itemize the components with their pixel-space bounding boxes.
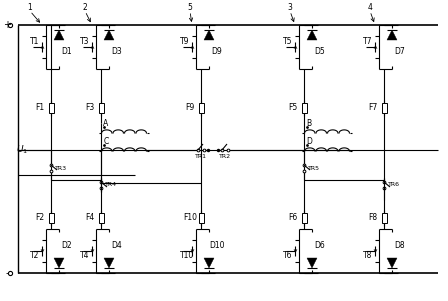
Text: D: D — [306, 136, 312, 145]
Text: A: A — [103, 119, 108, 128]
Text: T4: T4 — [80, 252, 90, 260]
Text: F7: F7 — [368, 104, 378, 113]
Text: TR4: TR4 — [105, 182, 117, 188]
Text: T9: T9 — [180, 38, 190, 46]
Text: T2: T2 — [30, 252, 39, 260]
Text: 5: 5 — [188, 4, 193, 13]
Text: +: + — [3, 20, 11, 30]
Text: D1: D1 — [62, 48, 72, 57]
Bar — [48, 213, 53, 223]
Text: D3: D3 — [112, 48, 122, 57]
Text: 4: 4 — [367, 4, 372, 13]
Text: D5: D5 — [314, 48, 325, 57]
Text: $U_1$: $U_1$ — [16, 144, 28, 156]
Bar — [198, 213, 203, 223]
Text: TR3: TR3 — [55, 166, 67, 170]
Text: T6: T6 — [283, 252, 293, 260]
Text: TR1: TR1 — [195, 154, 207, 160]
Text: -: - — [5, 268, 9, 278]
Text: D4: D4 — [112, 241, 122, 250]
Bar — [99, 213, 103, 223]
Polygon shape — [307, 258, 317, 268]
Bar — [48, 103, 53, 113]
Text: F9: F9 — [185, 104, 194, 113]
Text: D7: D7 — [395, 48, 405, 57]
Polygon shape — [387, 30, 397, 40]
Text: 2: 2 — [82, 4, 87, 13]
Text: T3: T3 — [80, 38, 90, 46]
Text: B: B — [306, 119, 311, 128]
Polygon shape — [387, 258, 397, 268]
Text: TR6: TR6 — [388, 182, 400, 188]
Polygon shape — [307, 30, 317, 40]
Text: 1: 1 — [28, 4, 32, 13]
Bar — [198, 103, 203, 113]
Text: TR2: TR2 — [219, 154, 231, 160]
Polygon shape — [104, 258, 114, 268]
Bar — [382, 103, 387, 113]
Bar — [382, 213, 387, 223]
Text: F3: F3 — [86, 104, 95, 113]
Text: F5: F5 — [289, 104, 297, 113]
Text: F8: F8 — [368, 213, 378, 222]
Text: T8: T8 — [363, 252, 372, 260]
Bar — [302, 213, 306, 223]
Polygon shape — [104, 30, 114, 40]
Text: D10: D10 — [209, 241, 225, 250]
Text: T1: T1 — [30, 38, 39, 46]
Text: 3: 3 — [288, 4, 293, 13]
Polygon shape — [54, 258, 64, 268]
Polygon shape — [204, 30, 214, 40]
Text: F10: F10 — [183, 213, 197, 222]
Text: T5: T5 — [283, 38, 293, 46]
Text: D8: D8 — [395, 241, 405, 250]
Text: TR5: TR5 — [308, 166, 320, 170]
Text: F4: F4 — [86, 213, 95, 222]
Text: C: C — [103, 136, 108, 145]
Text: T7: T7 — [363, 38, 372, 46]
Bar — [302, 103, 306, 113]
Text: F2: F2 — [35, 213, 44, 222]
Text: F1: F1 — [35, 104, 44, 113]
Text: D2: D2 — [62, 241, 72, 250]
Text: D6: D6 — [314, 241, 325, 250]
Text: D9: D9 — [211, 48, 222, 57]
Text: T10: T10 — [180, 252, 194, 260]
Text: F6: F6 — [289, 213, 297, 222]
Bar — [99, 103, 103, 113]
Polygon shape — [204, 258, 214, 268]
Polygon shape — [54, 30, 64, 40]
